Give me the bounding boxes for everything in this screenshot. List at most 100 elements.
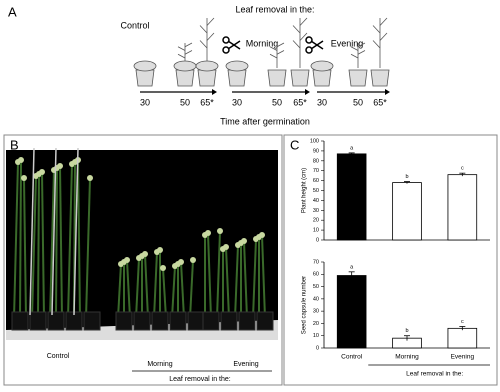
x-tick-label: Morning bbox=[395, 354, 419, 361]
branch bbox=[276, 42, 285, 48]
plant-drawings bbox=[133, 17, 390, 87]
branch bbox=[206, 17, 215, 26]
bar bbox=[336, 275, 367, 349]
y-tick-label: 60 bbox=[313, 178, 319, 184]
flowers bbox=[190, 257, 196, 263]
y-tick-label: 20 bbox=[313, 218, 319, 224]
branch bbox=[379, 17, 388, 26]
plant-stem bbox=[180, 261, 185, 319]
y-tick-label: 100 bbox=[310, 138, 319, 144]
y-tick-label: 10 bbox=[313, 228, 319, 234]
pot bbox=[83, 311, 101, 331]
plant-stem bbox=[13, 161, 19, 319]
panel-frame bbox=[283, 134, 498, 386]
plant-stem bbox=[243, 240, 248, 319]
pot bbox=[151, 311, 169, 331]
group-label: Evening bbox=[331, 38, 364, 48]
time-label: 65* bbox=[293, 97, 307, 107]
branch bbox=[269, 46, 278, 51]
photo-label: Evening bbox=[233, 361, 258, 368]
flowers bbox=[21, 175, 27, 181]
y-tick-label: 50 bbox=[313, 284, 319, 290]
pot bbox=[175, 69, 195, 87]
photo-label: Morning bbox=[147, 361, 172, 368]
pot bbox=[197, 69, 217, 87]
photo-label: Control bbox=[47, 353, 70, 360]
y-tick-label: 30 bbox=[313, 208, 319, 214]
rosette bbox=[225, 60, 249, 72]
plant-stem bbox=[77, 159, 81, 319]
rosette bbox=[195, 60, 219, 72]
branch bbox=[299, 32, 308, 41]
branch bbox=[292, 25, 301, 34]
panel-frame bbox=[3, 134, 283, 386]
pot bbox=[370, 69, 390, 87]
flowers bbox=[259, 232, 265, 238]
stake bbox=[73, 147, 79, 316]
time-label: 65* bbox=[373, 97, 387, 107]
bar bbox=[447, 327, 478, 349]
pot bbox=[312, 69, 332, 87]
plant-stem bbox=[117, 263, 122, 319]
y-tick-label: 10 bbox=[313, 333, 319, 339]
y-tick-label: 70 bbox=[313, 168, 319, 174]
time-label: 50 bbox=[180, 97, 190, 107]
plant-stem bbox=[31, 175, 37, 319]
y-tick-label: 60 bbox=[313, 272, 319, 278]
pot bbox=[227, 69, 247, 87]
plant-stem bbox=[41, 171, 45, 319]
pot bbox=[290, 69, 310, 87]
pot bbox=[133, 311, 151, 331]
time-label: 30 bbox=[232, 97, 242, 107]
pot bbox=[220, 311, 238, 331]
rosette bbox=[310, 60, 334, 72]
plant-stem bbox=[216, 230, 221, 319]
plant-stem bbox=[207, 232, 212, 319]
panel-label: A bbox=[8, 4, 17, 19]
time-label: 65* bbox=[200, 97, 214, 107]
flowers bbox=[217, 228, 223, 234]
plant-stem bbox=[234, 244, 239, 319]
flowers bbox=[18, 157, 24, 163]
arrow-head bbox=[212, 89, 217, 95]
pot bbox=[256, 311, 274, 331]
scissors bbox=[222, 36, 324, 54]
y-tick-label: 80 bbox=[313, 158, 319, 164]
branch bbox=[292, 40, 301, 49]
plant-stem bbox=[67, 163, 73, 319]
branch bbox=[184, 50, 193, 55]
bar bbox=[447, 174, 478, 241]
plant-stem bbox=[85, 177, 91, 319]
annotation: c bbox=[461, 166, 464, 172]
branch bbox=[184, 42, 193, 48]
time-label: 30 bbox=[317, 97, 327, 107]
flowers bbox=[39, 169, 45, 175]
time-label: 30 bbox=[140, 97, 150, 107]
pot bbox=[202, 311, 220, 331]
y-tick-label: 50 bbox=[313, 188, 319, 194]
annotation: a bbox=[350, 264, 354, 270]
pot bbox=[29, 311, 47, 331]
branch bbox=[379, 32, 388, 41]
branch bbox=[177, 53, 186, 59]
pot bbox=[238, 311, 256, 331]
panel-label: B bbox=[10, 137, 19, 152]
branch bbox=[177, 46, 186, 51]
flowers bbox=[241, 238, 247, 244]
axis-label: Time after germination bbox=[220, 116, 310, 126]
flowers bbox=[160, 265, 166, 271]
y-tick-label: 20 bbox=[313, 321, 319, 327]
branch bbox=[299, 17, 308, 26]
y-tick-label: 40 bbox=[313, 296, 319, 302]
annotation: a bbox=[350, 145, 354, 151]
y-axis-label: Seed capsule number bbox=[302, 276, 308, 334]
photo-plants bbox=[11, 147, 274, 331]
branch bbox=[206, 32, 215, 41]
flowers bbox=[205, 230, 211, 236]
branch bbox=[276, 50, 285, 55]
plant-stem bbox=[153, 251, 158, 319]
bar bbox=[336, 153, 367, 241]
plant-stem bbox=[144, 253, 149, 319]
plant-stem bbox=[59, 165, 63, 319]
